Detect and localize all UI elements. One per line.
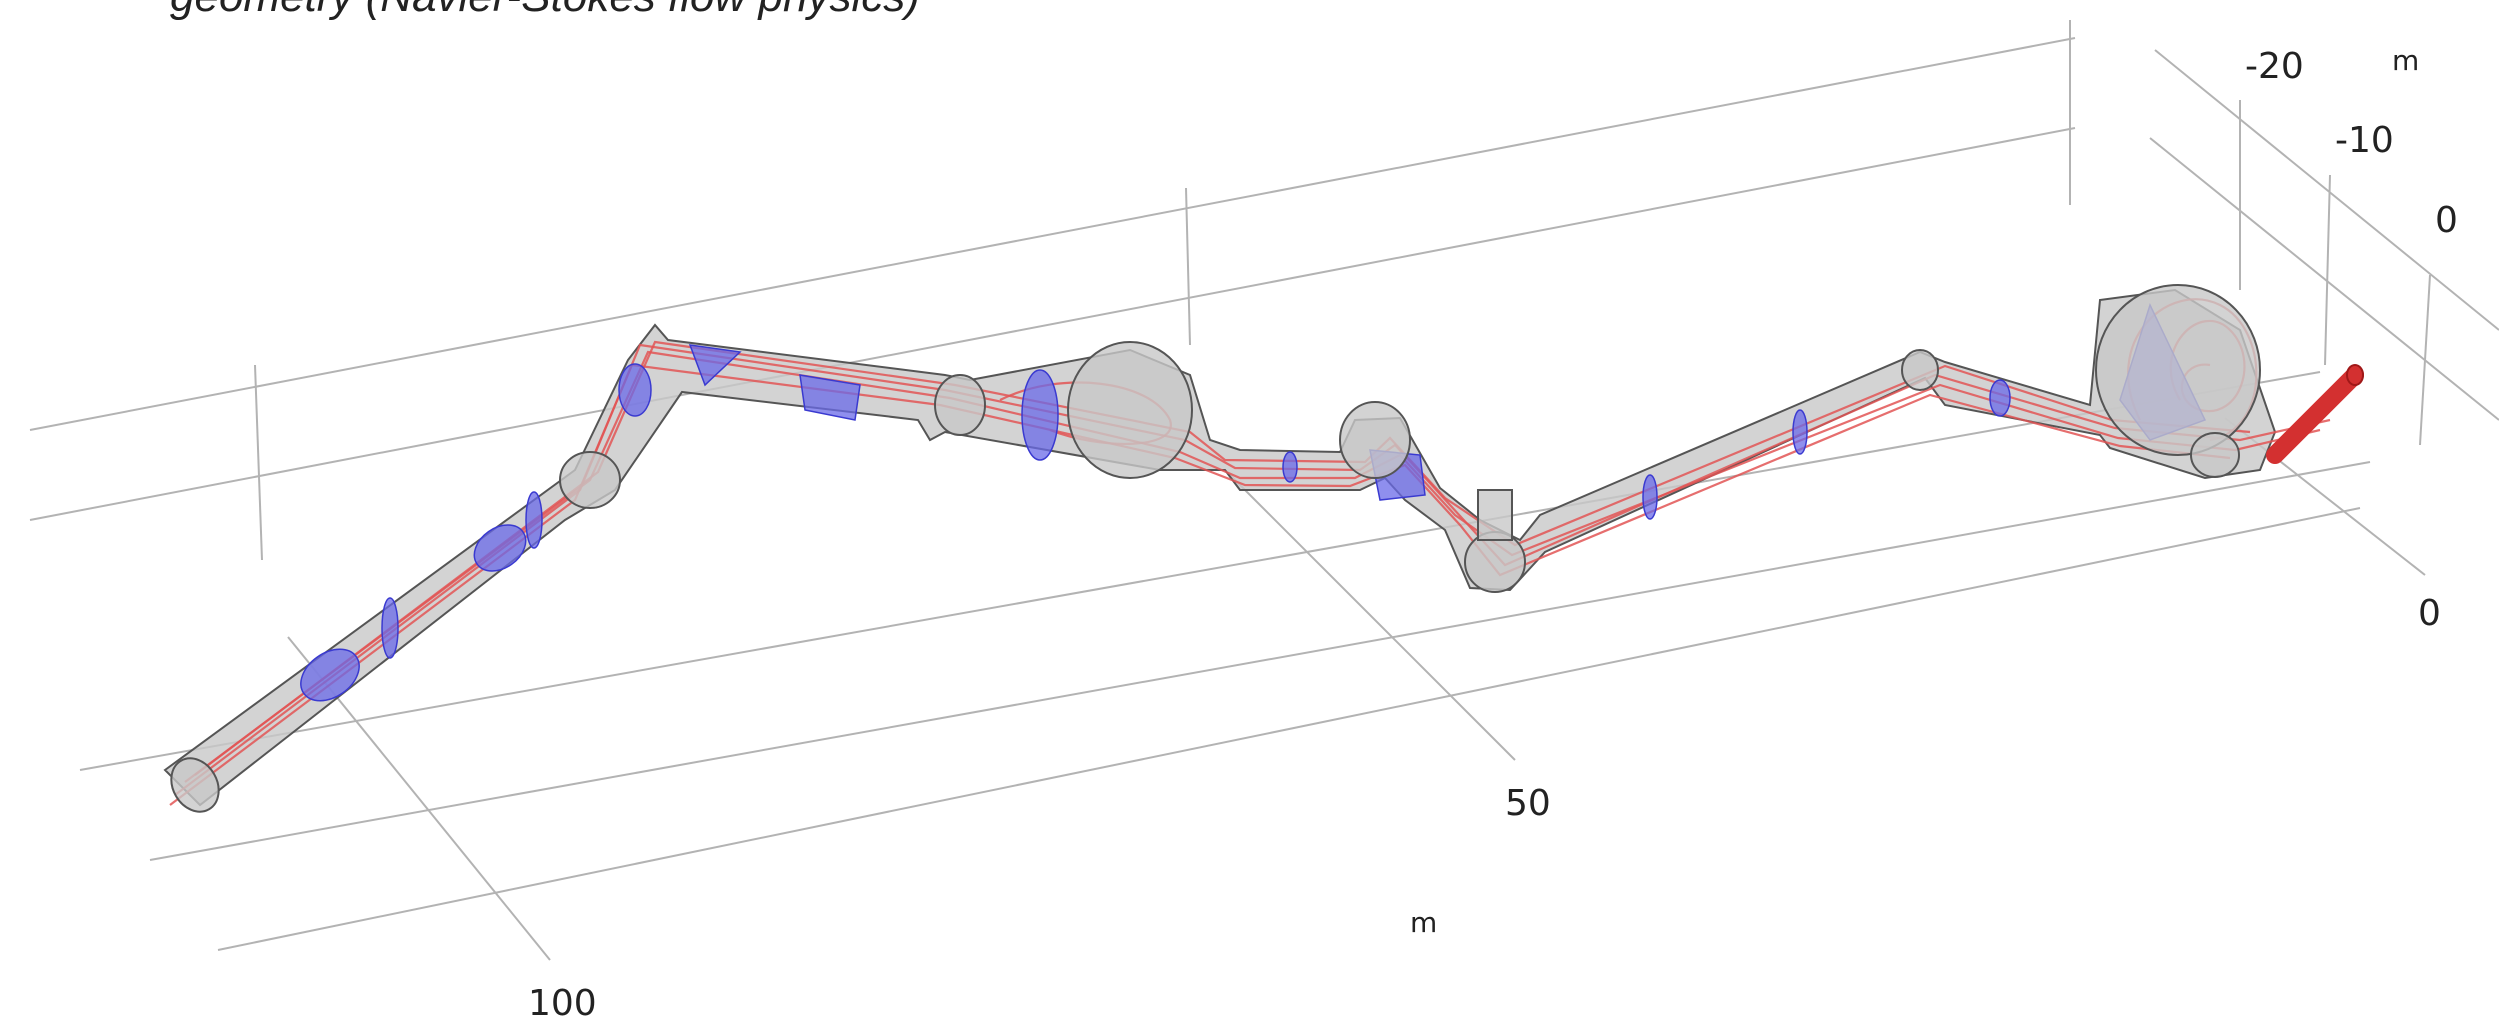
cross-section bbox=[1989, 379, 2011, 417]
cross-section bbox=[688, 344, 742, 387]
y-tick-label: -10 bbox=[2335, 120, 2394, 161]
tank-housing bbox=[2095, 284, 2261, 456]
axis-labels: 100 50 m -20 -10 0 m 0 bbox=[528, 44, 2458, 1024]
cross-section bbox=[618, 363, 652, 417]
cross-section bbox=[381, 597, 399, 659]
grid-line bbox=[2154, 49, 2499, 331]
elbow-fitting bbox=[1339, 401, 1411, 479]
y-tick-label: 0 bbox=[2435, 200, 2458, 241]
cross-section bbox=[525, 491, 543, 549]
grid-line bbox=[79, 371, 2321, 771]
grid-line bbox=[149, 461, 2371, 861]
elbow-fitting bbox=[2190, 432, 2240, 478]
grid-line bbox=[217, 507, 2361, 951]
pipe-network bbox=[163, 284, 2364, 813]
elbow-fitting bbox=[559, 451, 621, 509]
elbow-fitting bbox=[934, 374, 986, 436]
cross-section bbox=[300, 648, 360, 702]
x-axis-unit: m bbox=[1410, 906, 1437, 939]
vertical-stub bbox=[1477, 489, 1513, 541]
cross-section bbox=[1282, 451, 1298, 483]
outlet-end bbox=[2346, 364, 2364, 386]
pipe-end bbox=[170, 757, 220, 813]
cross-section bbox=[1792, 409, 1808, 455]
grid-line bbox=[2324, 174, 2331, 366]
cross-section bbox=[1642, 474, 1658, 520]
z-tick-label: 0 bbox=[2418, 593, 2441, 634]
cross-section bbox=[1021, 369, 1059, 461]
grid-line bbox=[2149, 137, 2499, 421]
cross-section bbox=[473, 524, 527, 572]
x-tick-label: 50 bbox=[1505, 783, 1551, 824]
grid-line bbox=[254, 364, 263, 561]
grid-line bbox=[1185, 187, 1191, 346]
grid-line bbox=[1229, 474, 1516, 761]
grid-line bbox=[29, 127, 2076, 521]
axis-grid bbox=[29, 20, 2499, 961]
figure-caption: geometry (Navier-Stokes flow physics) bbox=[170, 0, 920, 22]
volute-housing bbox=[1067, 341, 1193, 479]
cross-section bbox=[799, 374, 861, 421]
elbow-fitting bbox=[1901, 349, 1939, 391]
y-tick-label: -20 bbox=[2245, 46, 2304, 87]
fittings bbox=[170, 284, 2261, 813]
y-axis-unit: m bbox=[2392, 44, 2419, 77]
outlet-pipe bbox=[2266, 366, 2364, 464]
grid-line bbox=[29, 37, 2076, 431]
grid-line bbox=[2419, 274, 2431, 446]
x-tick-label: 100 bbox=[528, 983, 597, 1024]
